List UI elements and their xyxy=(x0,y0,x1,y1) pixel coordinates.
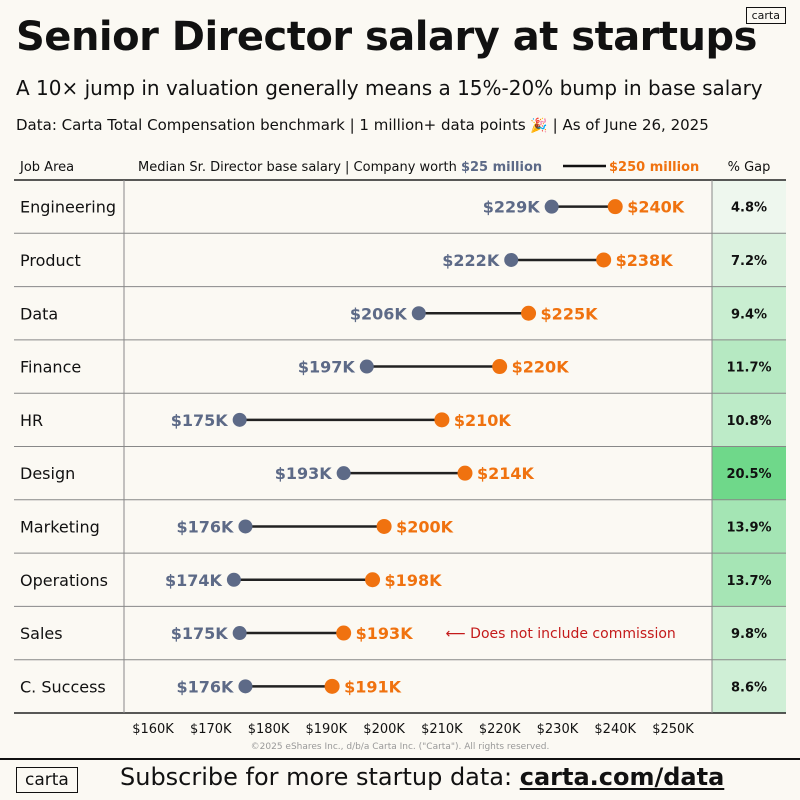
label-high: $191K xyxy=(344,677,402,696)
gap-value: 8.6% xyxy=(731,680,767,695)
source-date: | As of June 26, 2025 xyxy=(552,116,709,134)
brand-tag: carta xyxy=(745,7,786,24)
dot-low xyxy=(544,199,559,214)
row-label: Engineering xyxy=(20,198,116,217)
dumbbell-chart: Job Area Median Sr. Director base salary … xyxy=(14,160,786,752)
dot-low xyxy=(232,626,247,641)
x-tick-label: $230K xyxy=(537,722,579,737)
label-high: $214K xyxy=(477,464,535,483)
dot-low xyxy=(336,466,351,481)
x-tick-label: $190K xyxy=(306,722,348,737)
label-high: $210K xyxy=(454,411,512,430)
label-low: $175K xyxy=(171,411,229,430)
gap-value: 10.8% xyxy=(726,414,771,429)
footer-divider xyxy=(0,758,800,760)
label-high: $238K xyxy=(616,251,674,270)
legend-high-label: $250 million xyxy=(609,160,699,175)
x-tick-label: $250K xyxy=(652,722,694,737)
gap-cell-bg xyxy=(712,446,786,500)
label-low: $229K xyxy=(483,198,541,217)
label-low: $176K xyxy=(177,517,235,536)
row-label: Design xyxy=(20,464,75,483)
header-gap: % Gap xyxy=(728,160,771,175)
label-low: $206K xyxy=(350,304,408,323)
gap-value: 11.7% xyxy=(726,361,771,376)
gap-value: 9.4% xyxy=(731,307,767,322)
label-high: $193K xyxy=(356,624,414,643)
page-title: Senior Director salary at startups xyxy=(16,14,757,60)
footer-link[interactable]: carta.com/data xyxy=(519,763,725,791)
annotation-text: ⟵ Does not include commission xyxy=(446,626,676,642)
source-line: Data: Carta Total Compensation benchmark… xyxy=(16,116,709,134)
label-high: $200K xyxy=(396,517,454,536)
x-tick-label: $180K xyxy=(248,722,290,737)
gap-cell-bg xyxy=(712,393,786,447)
row-label: Operations xyxy=(20,571,108,590)
row-label: Finance xyxy=(20,358,81,377)
dot-low xyxy=(232,412,247,427)
label-high: $220K xyxy=(512,358,570,377)
source-text: Data: Carta Total Compensation benchmark… xyxy=(16,116,526,134)
gap-cell-bg xyxy=(712,606,786,660)
gap-cell-bg xyxy=(712,659,786,713)
gap-value: 13.9% xyxy=(726,520,771,535)
gap-cell-bg xyxy=(712,339,786,394)
row-label: Data xyxy=(20,304,58,323)
row-label: C. Success xyxy=(20,677,106,696)
gap-cell-bg xyxy=(712,233,786,287)
gap-value: 20.5% xyxy=(726,467,771,482)
dot-high xyxy=(596,252,612,268)
party-icon: 🎉 xyxy=(530,118,548,134)
gap-cell-bg xyxy=(712,499,786,554)
footer-cta: Subscribe for more startup data: carta.c… xyxy=(120,763,724,791)
gap-cell-bg xyxy=(712,553,786,607)
label-low: $197K xyxy=(298,358,356,377)
row-label: HR xyxy=(20,411,43,430)
row-label: Product xyxy=(20,251,81,270)
label-high: $198K xyxy=(385,571,443,590)
page-subtitle: A 10× jump in valuation generally means … xyxy=(16,76,763,100)
label-low: $222K xyxy=(442,251,500,270)
dot-high xyxy=(376,518,392,534)
label-low: $176K xyxy=(177,677,235,696)
dot-low xyxy=(359,359,374,374)
dot-low xyxy=(411,306,426,321)
gap-value: 7.2% xyxy=(731,254,767,269)
dot-high xyxy=(434,412,450,428)
gap-value: 13.7% xyxy=(726,574,771,589)
gap-value: 9.8% xyxy=(731,627,767,642)
gap-value: 4.8% xyxy=(731,201,767,216)
dot-high xyxy=(607,199,623,215)
header-median-label: Median Sr. Director base salary | Compan… xyxy=(138,160,542,175)
dot-low xyxy=(504,252,519,267)
label-high: $240K xyxy=(627,198,685,217)
gap-cell-bg xyxy=(712,286,786,340)
row-label: Sales xyxy=(20,624,63,643)
x-tick-label: $210K xyxy=(421,722,463,737)
dot-high xyxy=(336,625,352,641)
dot-high xyxy=(324,678,340,694)
x-tick-label: $160K xyxy=(132,722,174,737)
label-low: $193K xyxy=(275,464,333,483)
dot-high xyxy=(365,572,381,588)
gap-cell-bg xyxy=(712,180,786,234)
row-label: Marketing xyxy=(20,517,100,536)
footer-logo: carta xyxy=(16,767,78,793)
dot-high xyxy=(457,465,473,481)
dot-low xyxy=(226,572,241,587)
x-tick-label: $170K xyxy=(190,722,232,737)
label-low: $174K xyxy=(165,571,223,590)
x-tick-label: $200K xyxy=(363,722,405,737)
label-low: $175K xyxy=(171,624,229,643)
footer-cta-text: Subscribe for more startup data: xyxy=(120,763,520,791)
dot-low xyxy=(238,519,253,534)
label-high: $225K xyxy=(541,304,599,323)
dot-high xyxy=(521,305,537,321)
dot-high xyxy=(492,359,508,375)
x-tick-label: $240K xyxy=(594,722,636,737)
x-tick-label: $220K xyxy=(479,722,521,737)
copyright: ©2025 eShares Inc., d/b/a Carta Inc. ("C… xyxy=(251,742,550,752)
dot-low xyxy=(238,679,253,694)
header-job-area: Job Area xyxy=(19,160,74,175)
